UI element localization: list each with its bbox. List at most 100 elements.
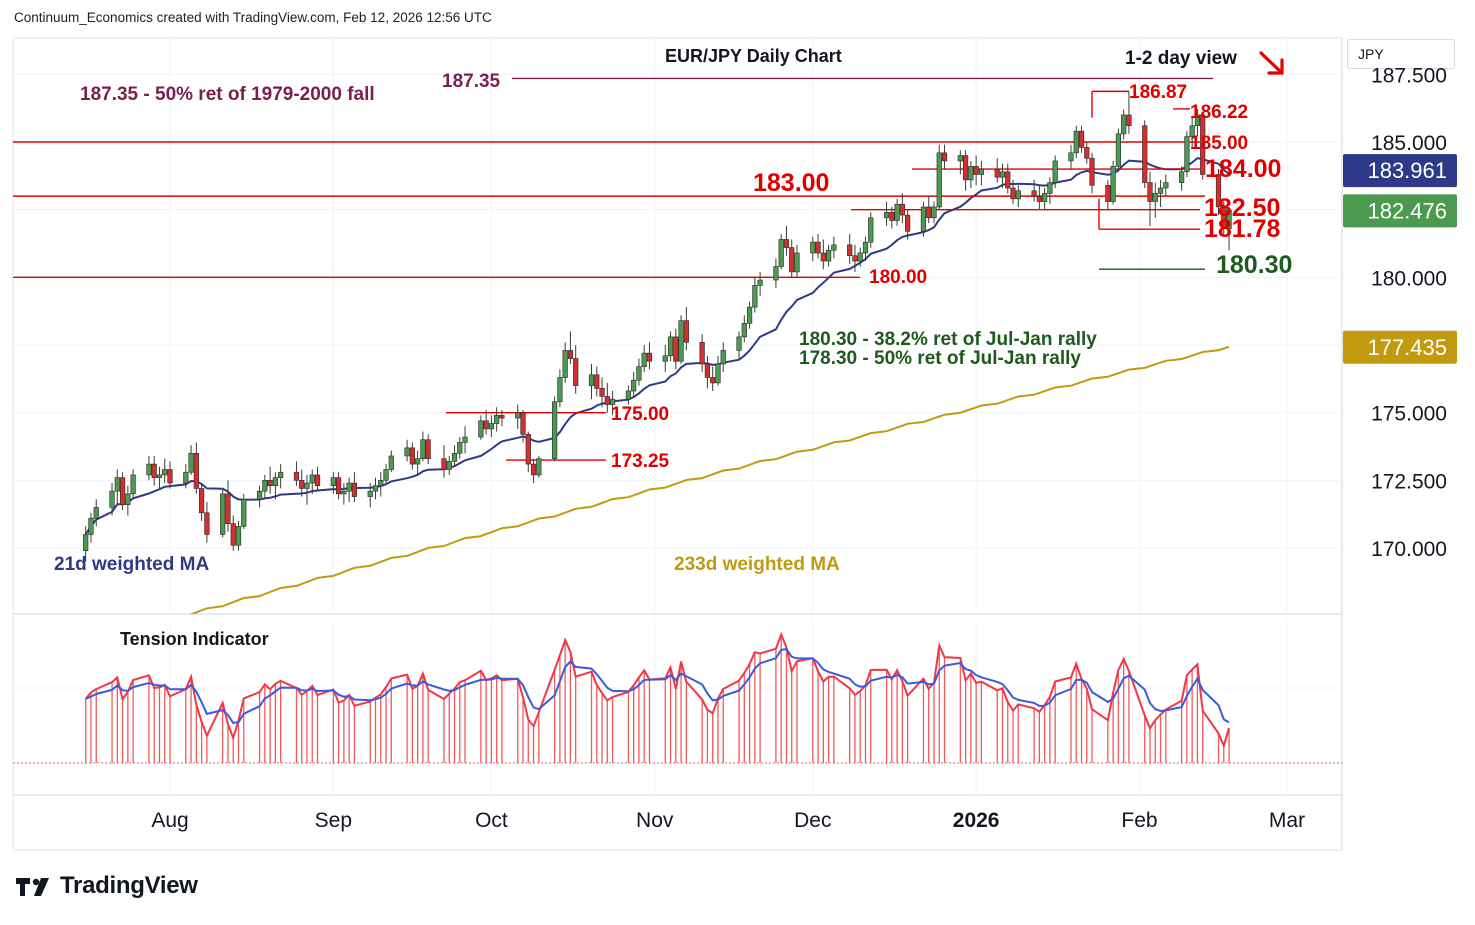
candle-up <box>162 469 168 476</box>
candle-up <box>309 474 315 484</box>
candle-down <box>293 471 300 481</box>
candle-up <box>920 206 927 232</box>
candle-up <box>1047 182 1053 194</box>
candle-up <box>826 249 832 262</box>
candle-down <box>594 374 600 389</box>
x-tick-label: Mar <box>1269 809 1305 832</box>
candle-down <box>1142 125 1148 183</box>
candle-down <box>193 452 199 489</box>
indicator-title: Tension Indicator <box>120 629 269 649</box>
candle-up <box>183 471 189 484</box>
level-label-180-30: 180.30 <box>1216 251 1292 279</box>
level-label-180-00: 180.00 <box>869 267 927 288</box>
level-label-187-35: 187.35 <box>442 71 501 92</box>
candle-down <box>1089 157 1095 186</box>
candle-up <box>1179 171 1185 183</box>
candle-up <box>1152 193 1158 202</box>
candle-up <box>451 452 458 462</box>
candle-down <box>1221 206 1227 229</box>
candle-down <box>815 241 821 254</box>
candle-down <box>926 206 932 219</box>
price-badge-label: 177.435 <box>1367 335 1447 360</box>
x-tick-label: Nov <box>636 809 674 832</box>
chart-title: EUR/JPY Daily Chart <box>665 46 842 66</box>
candle-up <box>778 239 784 267</box>
candle-down <box>267 480 273 487</box>
candle-down <box>1147 182 1153 202</box>
candle-down <box>1078 130 1085 148</box>
x-tick-label: 2026 <box>953 809 1000 832</box>
candle-up <box>515 412 521 419</box>
candle-up <box>488 423 495 430</box>
candle-down <box>573 358 579 386</box>
level-label-183-00: 183.00 <box>753 169 829 197</box>
candle-up <box>341 490 347 495</box>
x-tick-label: Oct <box>475 809 508 832</box>
candle-up <box>667 336 674 357</box>
candle-down <box>1105 185 1111 202</box>
candle-up <box>1226 210 1232 229</box>
candle-up <box>262 480 268 492</box>
candle-up <box>999 171 1006 178</box>
candle-up <box>794 252 800 273</box>
candle-up <box>868 217 874 243</box>
candle-up <box>810 241 816 254</box>
candle-up <box>1073 130 1079 154</box>
candle-down <box>351 482 358 497</box>
candle-up <box>609 398 616 405</box>
level-label-186-22: 186.22 <box>1190 102 1248 123</box>
candle-up <box>1163 182 1169 189</box>
candle-down <box>425 439 431 459</box>
candle-up <box>588 374 595 386</box>
candle-down <box>699 341 705 365</box>
candle-down <box>783 239 790 248</box>
candle-down <box>441 458 447 470</box>
candle-down <box>199 488 205 514</box>
candle-up <box>372 485 379 492</box>
candle-down <box>1200 114 1206 175</box>
currency-selector[interactable]: JPY <box>1347 39 1455 69</box>
candle-down <box>204 512 210 535</box>
y-tick-label: 175.000 <box>1371 403 1447 426</box>
candle-up <box>662 355 668 362</box>
candle-up <box>130 474 136 495</box>
candle-down <box>314 474 321 487</box>
candle-up <box>88 517 94 535</box>
fib-note-38: 180.30 - 38.2% ret of Jul-Jan rally <box>799 329 1097 350</box>
candle-down <box>525 434 531 465</box>
candle-down <box>599 388 605 397</box>
candle-up <box>831 244 837 251</box>
candle-up <box>330 477 336 487</box>
candle-down <box>1215 174 1222 208</box>
y-tick-label: 187.500 <box>1371 64 1447 87</box>
candle-down <box>889 212 895 221</box>
candle-up <box>631 379 637 392</box>
candle-up <box>641 352 647 367</box>
level-label-184-00: 184.00 <box>1205 155 1281 183</box>
candle-up <box>420 439 426 459</box>
price-badge <box>1343 154 1457 188</box>
candle-down <box>847 244 853 256</box>
level-label-182-50: 182.50 <box>1204 194 1280 222</box>
candle-up <box>757 279 763 286</box>
candle-up <box>957 155 963 162</box>
candle-down <box>789 247 795 273</box>
chart-credit: Continuum_Economics created with Trading… <box>14 10 492 25</box>
candle-up <box>220 493 226 535</box>
price-badge <box>1343 330 1457 364</box>
candle-up <box>741 323 747 338</box>
candle-down <box>225 493 231 524</box>
candle-down <box>520 412 526 435</box>
candle-down <box>1036 195 1042 202</box>
tradingview-logo-text: TradingView <box>60 872 198 899</box>
candle-up <box>1157 187 1164 194</box>
candle-down <box>1031 190 1037 197</box>
candle-up <box>773 266 779 281</box>
candle-down <box>151 463 157 478</box>
candle-up <box>241 498 247 527</box>
candle-down <box>1010 187 1016 200</box>
x-tick-label: Aug <box>151 809 188 832</box>
tradingview-logo[interactable]: TradingView <box>14 872 198 900</box>
plot-frame <box>12 37 1343 851</box>
candle-up <box>494 415 500 424</box>
